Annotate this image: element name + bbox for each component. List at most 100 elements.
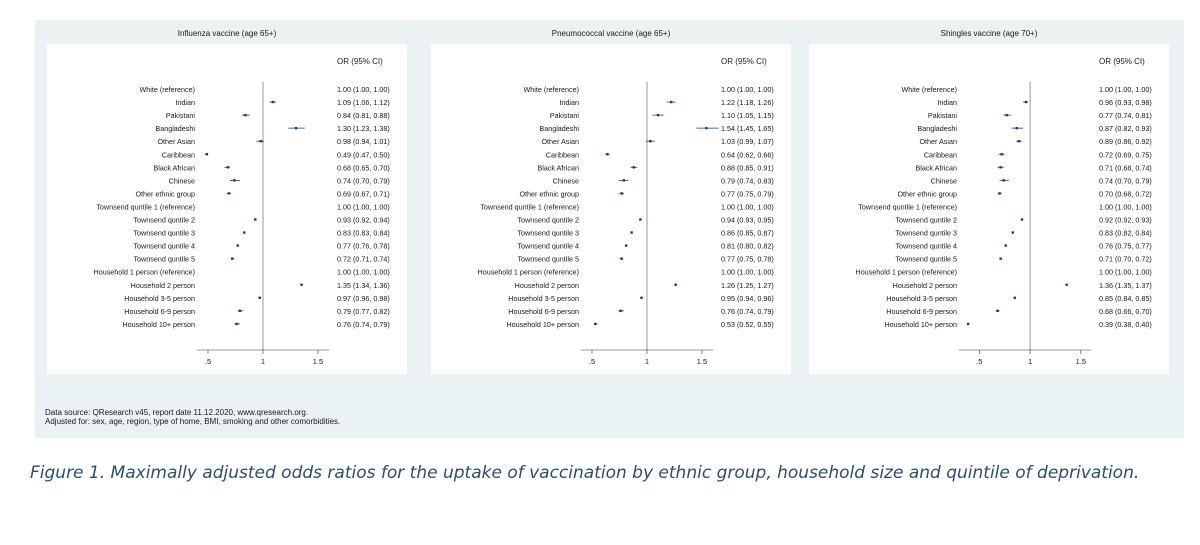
ci-value: 0.89 (0.86, 0.92) — [1099, 137, 1152, 146]
ci-value: 0.69 (0.67, 0.71) — [337, 189, 390, 198]
row-label: Townsend quntile 2 — [133, 216, 195, 225]
ci-value: 1.35 (1.34, 1.36) — [337, 281, 390, 290]
column-header: OR (95% CI) — [721, 57, 767, 66]
ci-value: 0.74 (0.70, 0.79) — [1099, 176, 1152, 185]
row-label: Pakistani — [166, 111, 196, 120]
estimate-point — [231, 257, 234, 260]
estimate-point — [1017, 140, 1021, 143]
panel-title: Influenza vaccine (age 65+) — [177, 29, 277, 38]
ci-value: 0.72 (0.71, 0.74) — [337, 255, 390, 264]
estimate-point — [244, 113, 247, 117]
adjustment-line: Adjusted for: sex, age, region, type of … — [45, 417, 341, 426]
ci-value: 1.00 (1.00, 1.00) — [1099, 202, 1152, 211]
ci-value: 1.00 (1.00, 1.00) — [337, 85, 390, 94]
row-label: Chinese — [553, 176, 579, 185]
ci-value: 1.00 (1.00, 1.00) — [1099, 85, 1152, 94]
forest-plot-svg: OR (95% CI) White (reference) 1.00 (1.00, … — [856, 57, 1152, 366]
estimate-point — [1013, 296, 1017, 299]
estimate-point — [620, 192, 623, 195]
row-label: Bangladeshi — [539, 124, 579, 133]
row-label: Townsend quntile 3 — [133, 229, 195, 238]
row-label: Townsend quntile 4 — [133, 242, 195, 251]
ci-value: 0.98 (0.94, 1.01) — [337, 137, 390, 146]
row-label: Townsend quntile 1 (reference) — [858, 202, 957, 211]
row-label: Black African — [153, 163, 195, 172]
estimate-point — [1000, 153, 1003, 156]
estimate-point — [639, 218, 642, 221]
row-label: Household 2 person — [515, 281, 579, 290]
estimate-point — [300, 283, 303, 286]
estimate-point — [227, 192, 231, 195]
ci-value: 0.70 (0.68, 0.72) — [1099, 189, 1152, 198]
estimate-point — [998, 192, 1001, 195]
row-label: Townsend quntile 3 — [517, 229, 579, 238]
row-label: Townsend quntile 2 — [517, 216, 579, 225]
row-label: Household 6-9 person — [508, 307, 579, 316]
estimate-point — [624, 244, 628, 247]
estimate-point — [1015, 126, 1019, 130]
row-label: Indian — [175, 98, 195, 107]
estimate-point — [606, 153, 609, 156]
ci-value: 0.92 (0.92, 0.93) — [1099, 216, 1152, 225]
estimate-point — [271, 100, 275, 104]
ci-value: 0.71 (0.70, 0.72) — [1099, 255, 1152, 264]
row-label: Townsend quntile 5 — [133, 255, 195, 264]
column-header: OR (95% CI) — [337, 57, 383, 66]
estimate-point — [1004, 244, 1007, 247]
x-tick-label: .5 — [976, 357, 982, 366]
figure: Influenza vaccine (age 65+) OR (95% CI) W… — [35, 20, 1184, 438]
ci-value: 1.10 (1.05, 1.15) — [721, 111, 774, 120]
row-label: Pakistani — [550, 111, 580, 120]
figure-caption: Figure 1. Maximally adjusted odds ratios… — [30, 463, 1140, 483]
estimate-point — [238, 309, 242, 313]
row-label: White (reference) — [523, 85, 579, 94]
row-label: Townsend quntile 3 — [895, 229, 957, 238]
row-label: Household 2 person — [893, 281, 957, 290]
estimate-point — [254, 218, 257, 221]
ci-value: 1.36 (1.35, 1.37) — [1099, 281, 1152, 290]
forest-plot-influenza: Influenza vaccine (age 65+) OR (95% CI) W… — [47, 29, 407, 374]
x-tick-label: 1 — [261, 357, 265, 366]
ci-value: 0.77 (0.75, 0.78) — [721, 255, 774, 264]
forest-plot-svg: OR (95% CI) White (reference) 1.00 (1.00, … — [94, 57, 390, 366]
row-label: Indian — [559, 98, 579, 107]
row-label: Caribbean — [924, 150, 957, 159]
estimate-point — [656, 113, 660, 117]
estimate-point — [996, 309, 999, 313]
x-tick-label: 1 — [645, 357, 649, 366]
estimate-point — [622, 179, 626, 182]
row-label: Household 2 person — [131, 281, 195, 290]
ci-value: 1.22 (1.18, 1.26) — [721, 98, 774, 107]
estimate-point — [258, 296, 261, 299]
ci-value: 0.84 (0.81, 0.88) — [337, 111, 390, 120]
ci-value: 0.95 (0.94, 0.96) — [721, 294, 774, 303]
row-label: Black African — [915, 163, 957, 172]
ci-value: 0.96 (0.93, 0.98) — [1099, 98, 1152, 107]
ci-value: 0.68 (0.66, 0.70) — [1099, 307, 1152, 316]
ci-value: 1.00 (1.00, 1.00) — [721, 268, 774, 277]
row-label: Townsend quntile 1 (reference) — [96, 202, 195, 211]
ci-value: 0.76 (0.75, 0.77) — [1099, 242, 1152, 251]
estimate-point — [705, 126, 708, 130]
estimate-point — [1002, 179, 1005, 182]
estimate-point — [1005, 113, 1008, 117]
row-label: Other Asian — [157, 137, 195, 146]
ci-value: 1.00 (1.00, 1.00) — [721, 202, 774, 211]
ci-value: 0.83 (0.82, 0.84) — [1099, 229, 1152, 238]
estimate-point — [243, 231, 246, 234]
row-label: White (reference) — [139, 85, 195, 94]
ci-value: 0.79 (0.77, 0.82) — [337, 307, 390, 316]
forest-plot-shingles: Shingles vaccine (age 70+) OR (95% CI) Wh… — [809, 29, 1169, 374]
forest-plot-svg: OR (95% CI) White (reference) 1.00 (1.00, … — [478, 57, 774, 366]
row-label: Other ethnic group — [135, 189, 195, 198]
ci-value: 0.53 (0.52, 0.55) — [721, 320, 774, 329]
row-label: Other Asian — [919, 137, 957, 146]
row-label: Chinese — [169, 176, 195, 185]
ci-value: 0.87 (0.82, 0.93) — [1099, 124, 1152, 133]
forest-plot-pneumococcal: Pneumococcal vaccine (age 65+) OR (95% C… — [431, 29, 791, 374]
row-label: Townsend quntile 5 — [895, 255, 957, 264]
row-label: Townsend quntile 5 — [517, 255, 579, 264]
ci-value: 0.93 (0.92, 0.94) — [337, 216, 390, 225]
x-tick-label: .5 — [205, 357, 211, 366]
ci-value: 0.71 (0.68, 0.74) — [1099, 163, 1152, 172]
